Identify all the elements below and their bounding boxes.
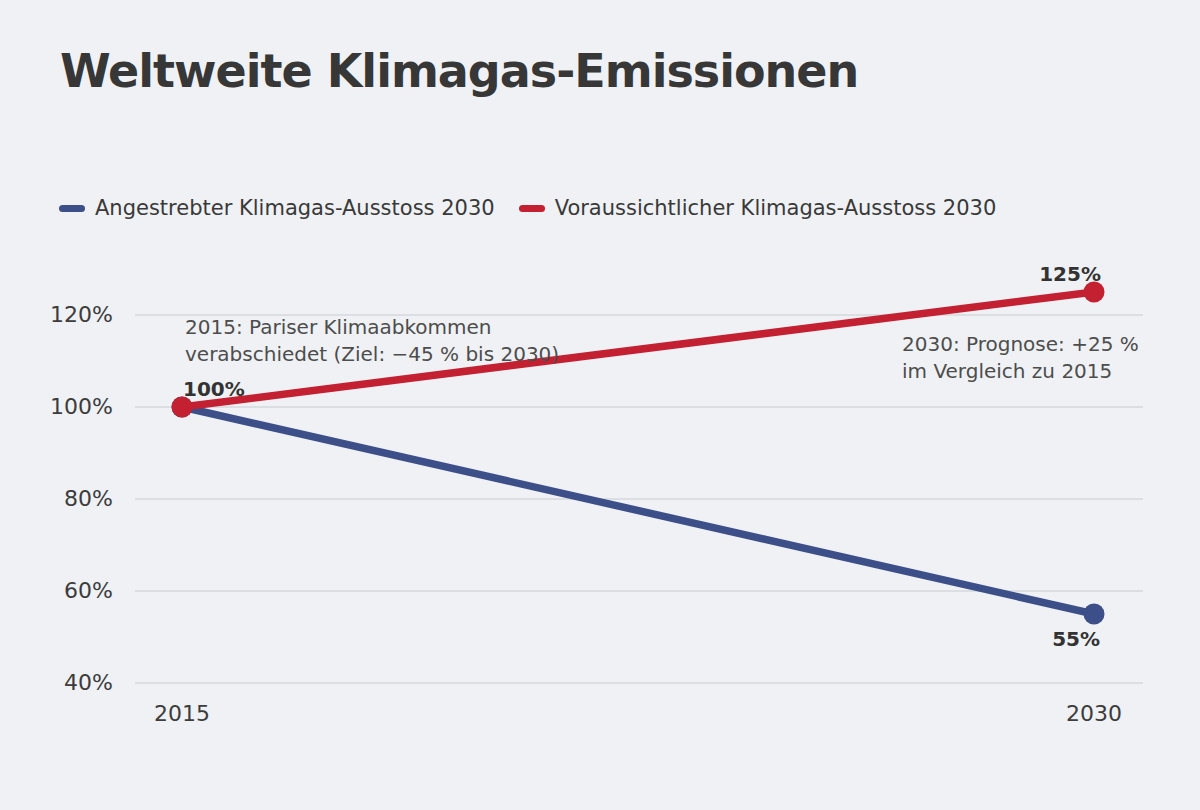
series-line — [182, 407, 1094, 614]
data-point-dot — [1084, 282, 1105, 303]
line-chart-plot — [0, 0, 1200, 810]
data-point-dot — [1084, 604, 1105, 625]
data-point-dot — [172, 397, 193, 418]
series-line — [182, 292, 1094, 407]
infographic-canvas: Weltweite Klimagas-Emissionen Angestrebt… — [0, 0, 1200, 810]
